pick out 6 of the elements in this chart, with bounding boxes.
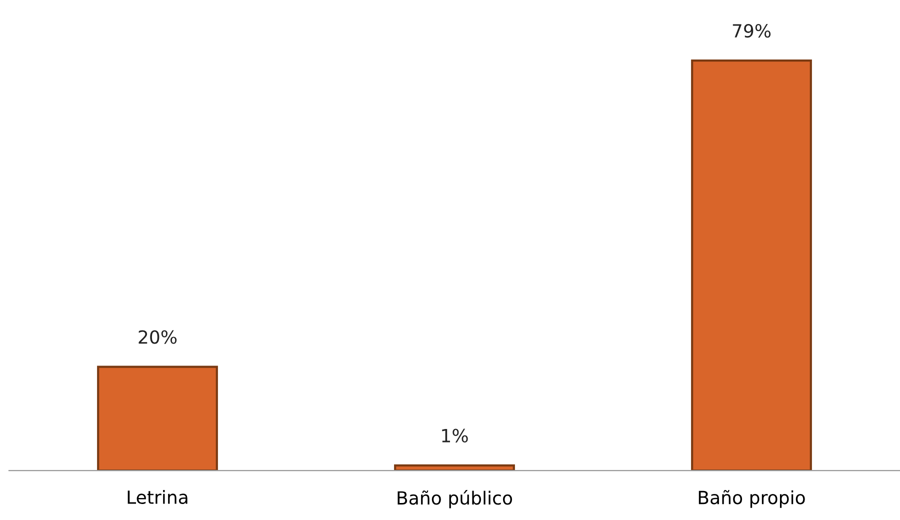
data-label: 1%: [442, 428, 468, 442]
x-tick-label: Letrina: [128, 490, 188, 504]
x-tick-label: Baño público: [398, 490, 512, 508]
data-label: 20%: [138, 330, 177, 344]
data-label: 79%: [732, 24, 771, 38]
x-tick-label: Baño propio: [698, 490, 805, 508]
